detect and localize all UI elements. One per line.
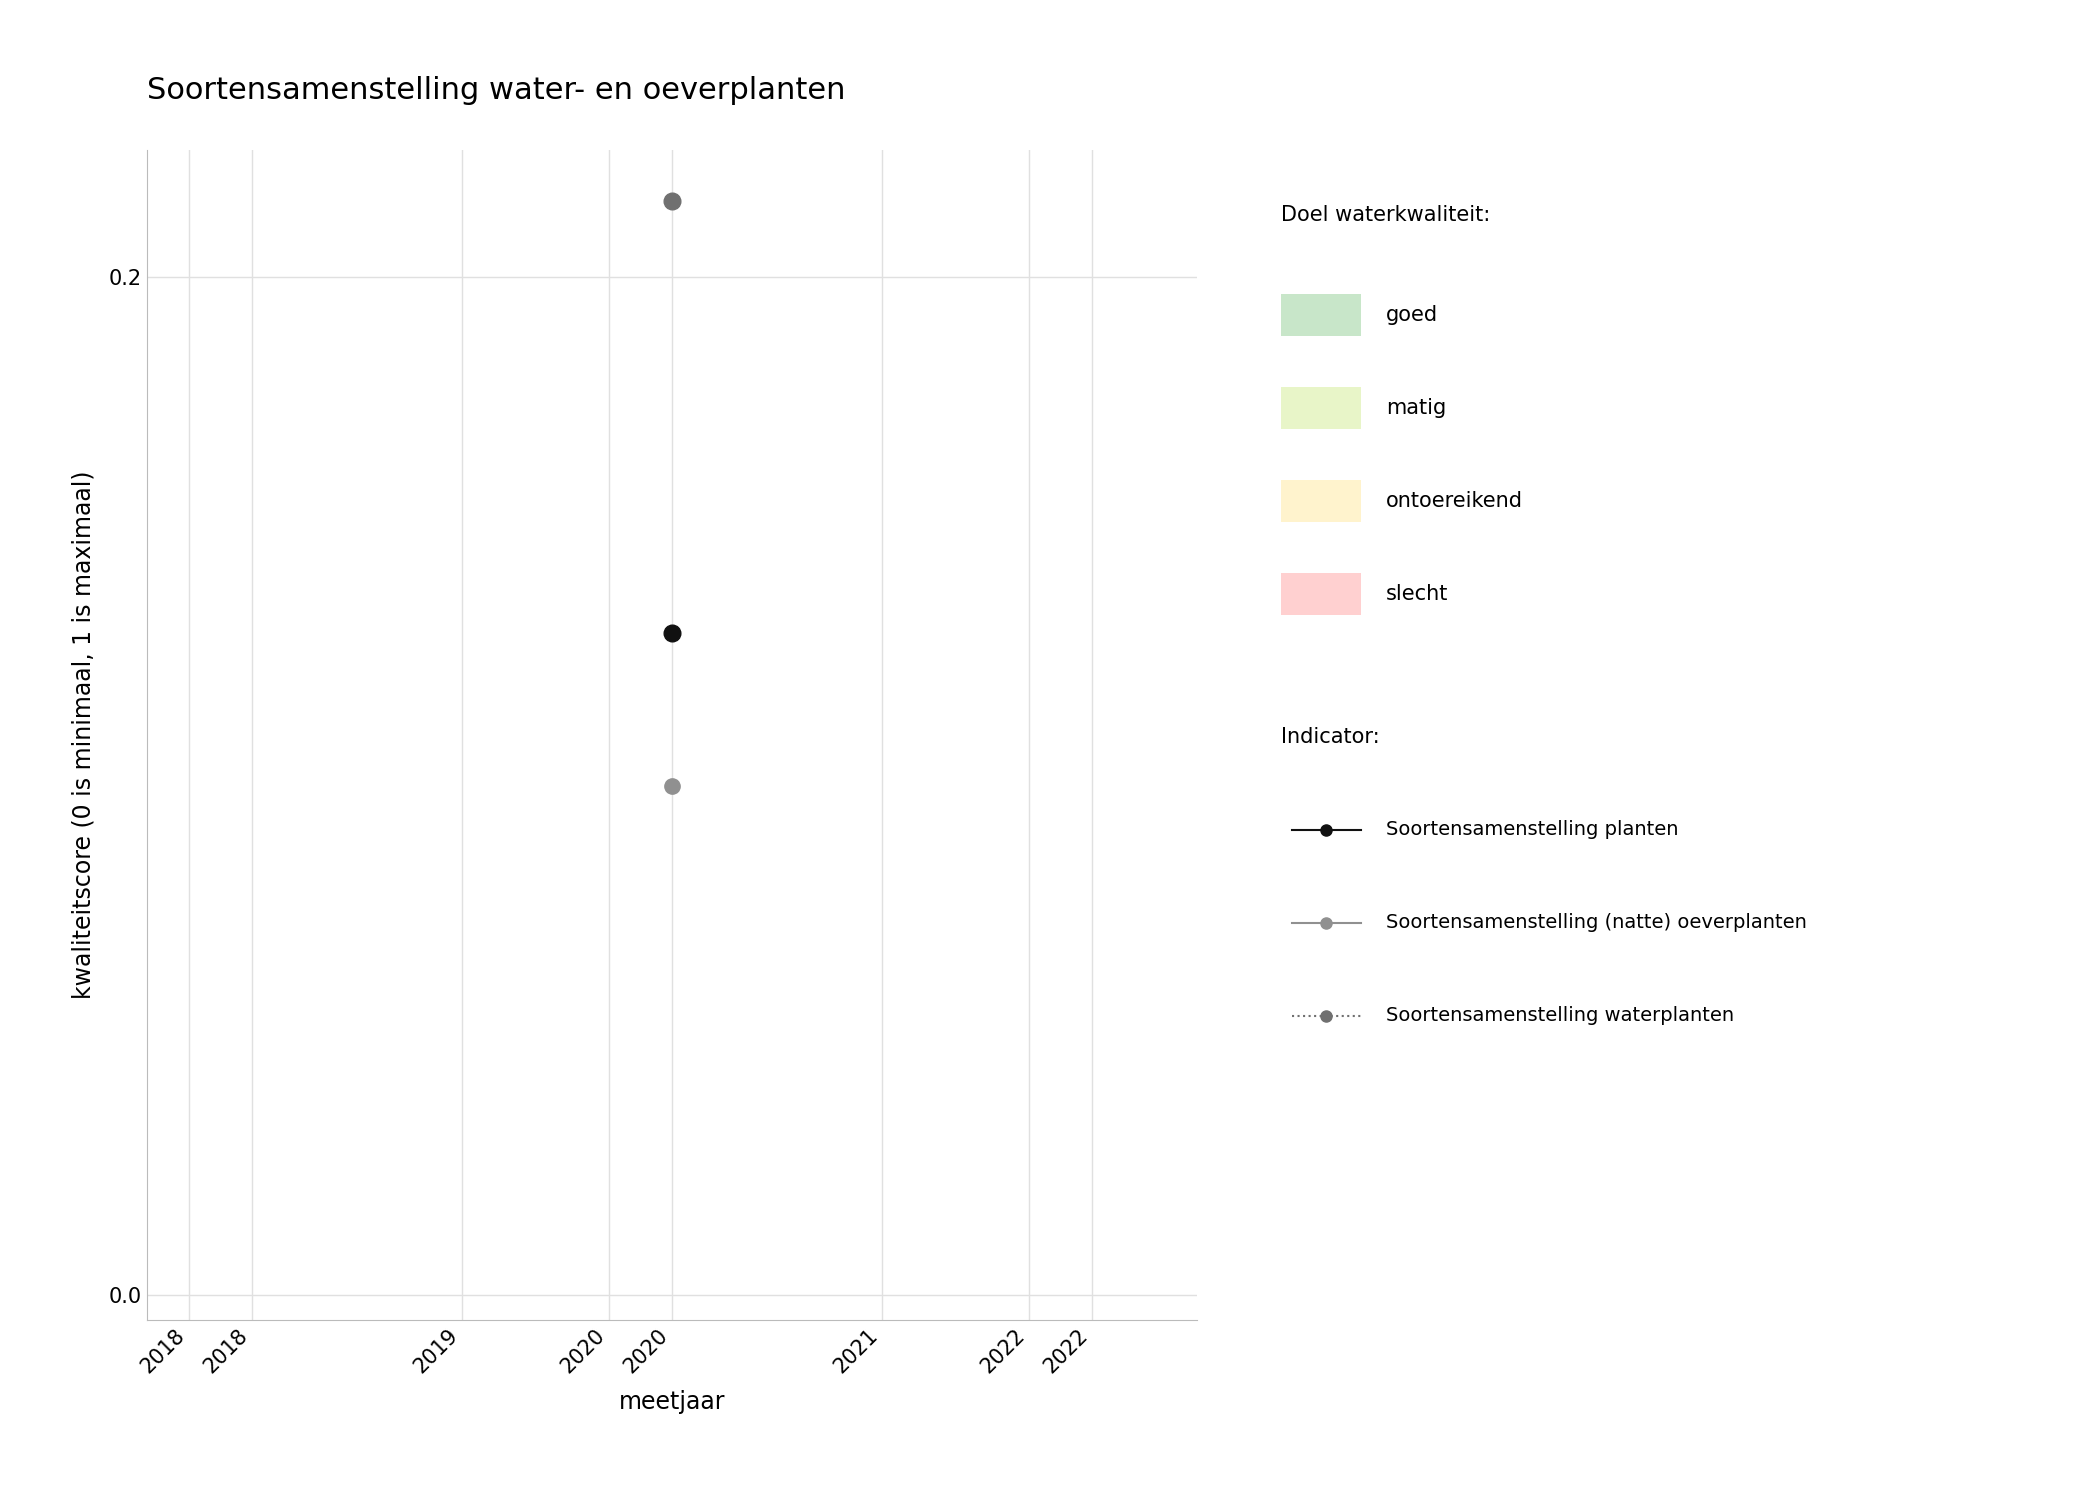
Text: Soortensamenstelling waterplanten: Soortensamenstelling waterplanten (1386, 1007, 1735, 1025)
Text: Indicator:: Indicator: (1281, 728, 1380, 747)
Text: Soortensamenstelling planten: Soortensamenstelling planten (1386, 821, 1678, 839)
Text: Soortensamenstelling water- en oeverplanten: Soortensamenstelling water- en oeverplan… (147, 76, 846, 105)
Text: matig: matig (1386, 398, 1447, 418)
Y-axis label: kwaliteitscore (0 is minimaal, 1 is maximaal): kwaliteitscore (0 is minimaal, 1 is maxi… (71, 471, 94, 999)
Text: goed: goed (1386, 304, 1438, 326)
Text: Doel waterkwaliteit:: Doel waterkwaliteit: (1281, 206, 1491, 225)
Text: ontoereikend: ontoereikend (1386, 490, 1522, 512)
Text: Soortensamenstelling (natte) oeverplanten: Soortensamenstelling (natte) oeverplante… (1386, 914, 1806, 932)
X-axis label: meetjaar: meetjaar (620, 1390, 724, 1414)
Text: slecht: slecht (1386, 584, 1449, 604)
